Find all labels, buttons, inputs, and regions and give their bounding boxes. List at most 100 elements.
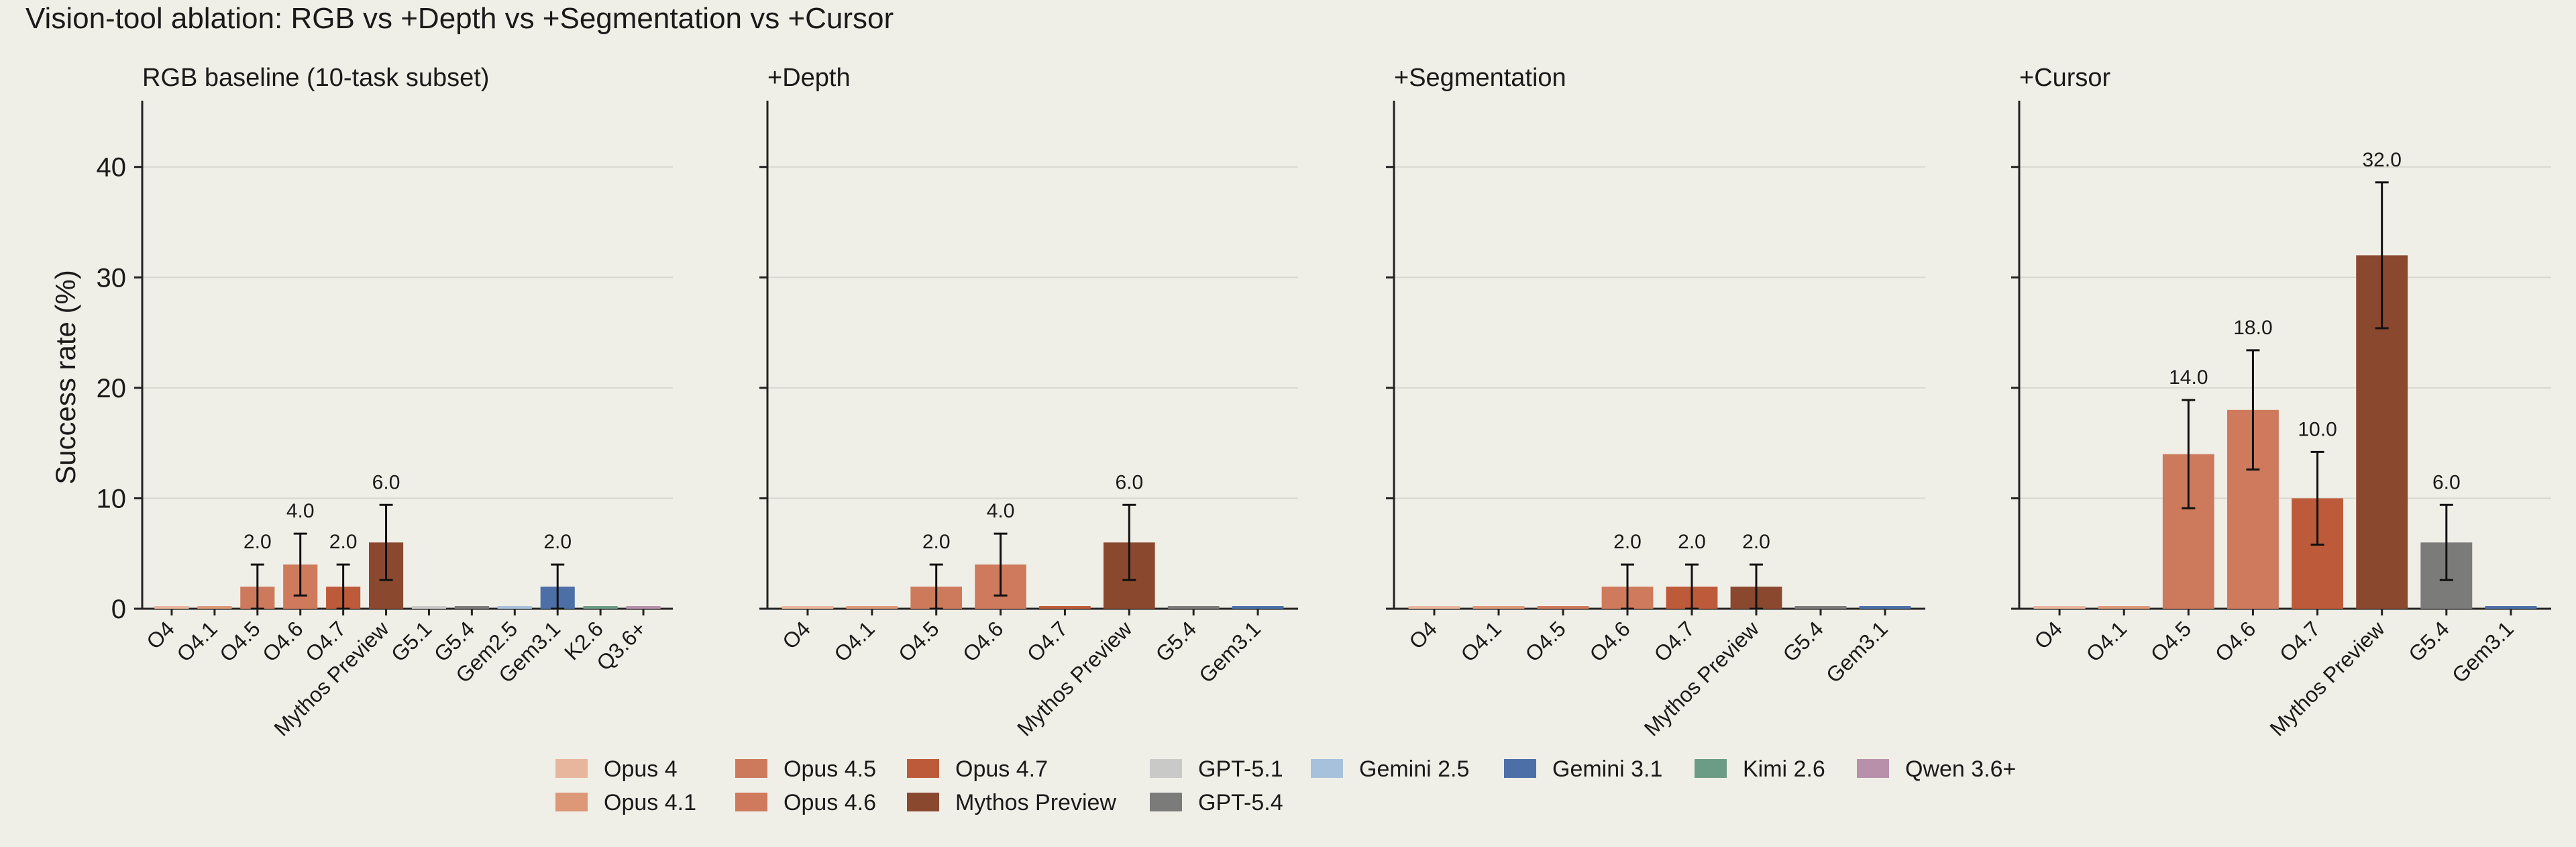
- x-tick-label: G5.1: [386, 616, 437, 666]
- legend-item: Gemini 3.1: [1504, 756, 1662, 782]
- panel-title: +Cursor: [2019, 64, 2111, 92]
- bar: [1472, 606, 1525, 609]
- x-tick-label: O4.1: [829, 616, 879, 666]
- legend-swatch: [1311, 759, 1343, 778]
- data-label: 6.0: [372, 471, 400, 493]
- x-tick-label: O4.1: [1456, 616, 1506, 666]
- figure-title: Vision-tool ablation: RGB vs +Depth vs +…: [25, 2, 894, 35]
- legend-label: GPT-5.4: [1198, 790, 1283, 815]
- bar: [2485, 606, 2537, 609]
- y-tick-label: 10: [97, 484, 127, 513]
- panel-2: +Segmentation O4 O4.1 O4.5 2.0 O4.6 2.0 O4.7 2.0…: [1386, 64, 1925, 741]
- legend-label: Gemini 3.1: [1552, 756, 1662, 782]
- bar: [454, 606, 489, 609]
- data-label: 4.0: [286, 500, 315, 522]
- bar: [1794, 606, 1847, 609]
- y-tick-label: 40: [97, 153, 127, 183]
- x-tick-label: O4.7: [1022, 616, 1073, 666]
- legend-label: Mythos Preview: [955, 790, 1116, 815]
- x-tick-label: O4.6: [958, 616, 1008, 666]
- bar: [1537, 606, 1589, 609]
- legend-label: Qwen 3.6+: [1905, 756, 2016, 782]
- bar: [782, 606, 834, 609]
- bar: [626, 606, 661, 609]
- data-label: 2.0: [244, 531, 272, 553]
- x-tick-label: O4.6: [2210, 616, 2261, 666]
- y-tick-label: 20: [97, 374, 127, 403]
- x-tick-label: O4.5: [894, 616, 944, 666]
- x-tick-label: Mythos Preview: [2265, 616, 2390, 741]
- legend-label: Opus 4.7: [955, 756, 1048, 782]
- bar: [2098, 606, 2150, 609]
- bar: [197, 606, 232, 609]
- data-label: 6.0: [1115, 471, 1143, 493]
- data-label: 6.0: [2432, 471, 2461, 493]
- x-tick-label: O4: [2029, 616, 2067, 654]
- bar: [583, 606, 618, 609]
- legend-item: Opus 4: [555, 756, 678, 782]
- legend-item: Opus 4.5: [735, 756, 876, 782]
- x-tick-label: G5.4: [2404, 616, 2454, 666]
- data-label: 2.0: [1742, 531, 1770, 553]
- legend-swatch: [907, 793, 939, 811]
- legend-label: Opus 4.5: [784, 756, 876, 782]
- x-tick-label: O4: [777, 616, 815, 654]
- panel-title: +Segmentation: [1394, 64, 1566, 92]
- x-tick-label: O4.1: [172, 616, 222, 666]
- data-label: 32.0: [2362, 149, 2401, 171]
- x-tick-label: Gem3.1: [1821, 616, 1892, 687]
- bar: [1408, 606, 1460, 609]
- legend-item: Opus 4.1: [555, 790, 696, 815]
- x-tick-label: O4.5: [2146, 616, 2196, 666]
- bar: [1039, 606, 1091, 609]
- data-label: 2.0: [1613, 531, 1642, 553]
- data-label: 2.0: [1678, 531, 1706, 553]
- data-label: 14.0: [2169, 366, 2208, 389]
- legend-swatch: [907, 759, 939, 778]
- data-label: 2.0: [922, 531, 951, 553]
- x-tick-label: G5.4: [1151, 616, 1201, 666]
- x-tick-label: Q3.6+: [592, 616, 651, 675]
- legend-label: Opus 4.1: [604, 790, 696, 815]
- panel-3: +Cursor O4 O4.1 14.0 O4.5 18.0 O4.6 10.0 O4.7 32.…: [2011, 64, 2551, 741]
- legend-item: Opus 4.7: [907, 756, 1048, 782]
- bar: [1859, 606, 1911, 609]
- data-label: 4.0: [987, 500, 1015, 522]
- legend-swatch: [555, 793, 588, 811]
- bar: [1232, 606, 1284, 609]
- legend-item: Qwen 3.6+: [1857, 756, 2016, 782]
- chart-panels: RGB baseline (10-task subset) 0 10 20 30 40 O4…: [97, 64, 2551, 741]
- legend-swatch: [1857, 759, 1889, 778]
- legend: Opus 4 Opus 4.1 Opus 4.5 Opus 4.6 Opus 4.7 My…: [555, 756, 2016, 815]
- legend-swatch: [555, 759, 588, 778]
- legend-label: Kimi 2.6: [1743, 756, 1825, 782]
- x-tick-label: O4.7: [2275, 616, 2325, 666]
- data-label: 10.0: [2298, 418, 2337, 440]
- panel-title: RGB baseline (10-task subset): [142, 64, 489, 92]
- legend-item: GPT-5.1: [1150, 756, 1283, 782]
- bar: [497, 606, 532, 609]
- legend-label: Opus 4.6: [784, 790, 876, 815]
- bar: [846, 606, 898, 609]
- x-tick-label: O4.5: [1520, 616, 1570, 666]
- x-tick-label: O4.6: [258, 616, 308, 666]
- panel-title: +Depth: [767, 64, 851, 92]
- x-tick-label: Mythos Preview: [1012, 616, 1137, 741]
- x-tick-label: O4: [1404, 616, 1442, 654]
- legend-swatch: [1695, 759, 1727, 778]
- legend-swatch: [735, 793, 767, 811]
- legend-swatch: [1150, 793, 1182, 811]
- x-tick-label: O4.7: [1649, 616, 1699, 666]
- x-tick-label: Mythos Preview: [1640, 616, 1764, 741]
- x-tick-label: G5.4: [1778, 616, 1828, 666]
- bar: [1167, 606, 1220, 609]
- panel-0: RGB baseline (10-task subset) 0 10 20 30 40 O4…: [97, 64, 673, 741]
- data-label: 2.0: [329, 531, 358, 553]
- legend-item: GPT-5.4: [1150, 790, 1283, 815]
- legend-label: Gemini 2.5: [1359, 756, 1469, 782]
- y-axis-label: Success rate (%): [50, 270, 81, 485]
- legend-label: Opus 4: [604, 756, 678, 782]
- legend-item: Opus 4.6: [735, 790, 876, 815]
- data-label: 2.0: [543, 531, 572, 553]
